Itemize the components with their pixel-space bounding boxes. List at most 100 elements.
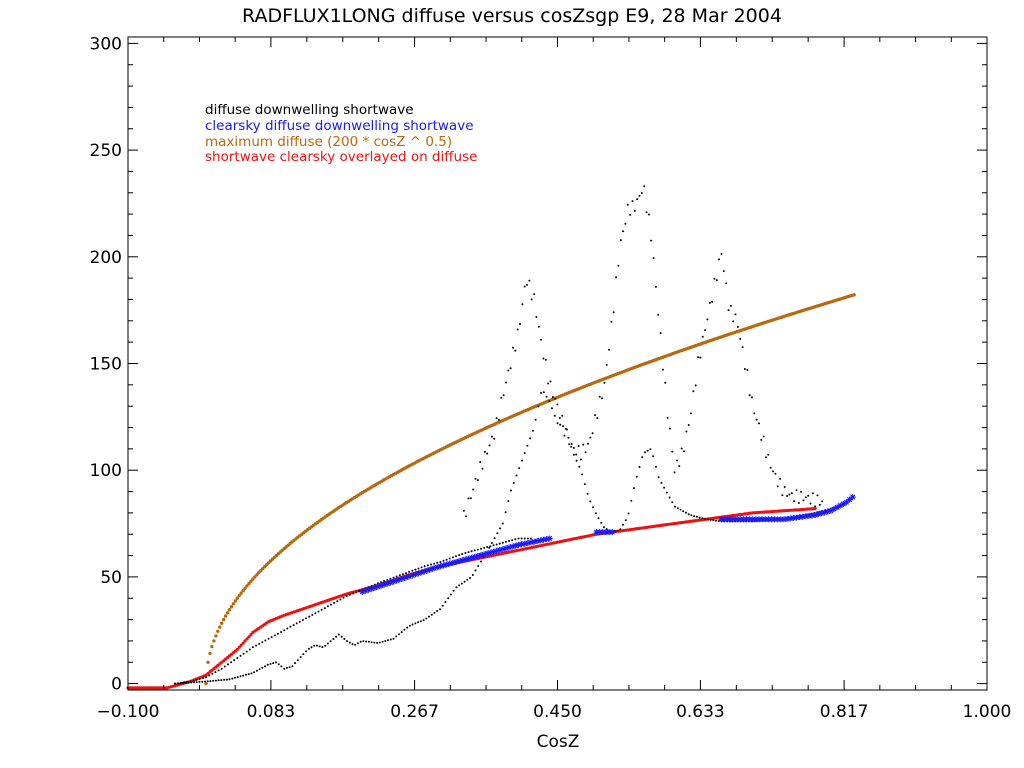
clearsky-point	[481, 551, 488, 558]
diffuse-point	[423, 565, 426, 568]
diffuse-point	[760, 438, 763, 441]
diffuse-point	[439, 561, 442, 563]
diffuse-point	[270, 636, 273, 639]
clearsky-point	[440, 562, 447, 569]
overlay-point	[241, 641, 245, 645]
diffuse-point	[298, 620, 301, 623]
clearsky-point	[780, 516, 787, 523]
diffuse-point	[526, 537, 529, 540]
diffuse-point	[603, 526, 605, 529]
diffuse-point	[695, 515, 698, 518]
y-tick-label: 50	[100, 568, 122, 588]
diffuse-point	[208, 674, 211, 677]
diffuse-point	[587, 442, 589, 445]
diffuse-point	[242, 674, 245, 677]
diffuse-point	[633, 487, 635, 490]
diffuse-point	[398, 633, 400, 636]
x-tick-label: 0.267	[390, 702, 439, 722]
maximum-diffuse-point	[214, 634, 218, 638]
diffuse-point	[704, 329, 707, 332]
diffuse-point	[214, 671, 217, 674]
diffuse-point	[458, 584, 461, 587]
clearsky-point	[840, 500, 847, 507]
diffuse-point	[671, 501, 674, 504]
x-axis-label: CosZ	[537, 732, 580, 752]
diffuse-point	[725, 282, 728, 285]
clearsky-point	[824, 508, 831, 515]
diffuse-point	[682, 510, 685, 513]
diffuse-point	[264, 639, 267, 642]
clearsky-point	[724, 516, 731, 523]
diffuse-point	[515, 474, 518, 477]
diffuse-point	[187, 681, 190, 684]
maximum-diffuse-point	[208, 651, 212, 656]
diffuse-point	[631, 200, 634, 203]
diffuse-point	[781, 494, 784, 497]
diffuse-point	[652, 257, 655, 260]
diffuse-point	[568, 443, 571, 446]
diffuse-point	[505, 381, 507, 384]
diffuse-point	[644, 451, 646, 454]
x-tick-label: −0.100	[97, 702, 160, 722]
diffuse-point	[600, 521, 603, 524]
diffuse-point	[654, 285, 657, 288]
diffuse-point	[481, 467, 484, 470]
diffuse-point	[417, 567, 420, 570]
diffuse-point	[741, 346, 744, 349]
diffuse-point	[811, 492, 814, 495]
diffuse-point	[512, 346, 514, 349]
clearsky-point	[487, 549, 494, 556]
diffuse-point	[818, 503, 821, 506]
clearsky-point	[427, 566, 434, 573]
diffuse-point	[470, 550, 473, 553]
diffuse-point	[285, 666, 288, 669]
diffuse-point	[217, 679, 220, 682]
diffuse-point	[804, 496, 807, 499]
diffuse-point	[332, 638, 335, 640]
clearsky-point	[437, 563, 444, 570]
diffuse-point	[250, 672, 253, 675]
clearsky-point	[609, 529, 616, 536]
clearsky-point	[378, 582, 385, 589]
diffuse-point	[280, 665, 283, 668]
clearsky-point	[805, 512, 812, 519]
maximum-diffuse-point	[231, 602, 236, 606]
clearsky-point	[456, 558, 463, 565]
diffuse-point	[572, 446, 575, 449]
diffuse-point	[195, 681, 198, 684]
diffuse-point	[807, 494, 810, 497]
diffuse-point	[608, 348, 610, 351]
clearsky-point	[462, 556, 469, 563]
diffuse-point	[537, 325, 540, 328]
clearsky-point	[359, 588, 366, 595]
clearsky-point	[743, 516, 750, 523]
diffuse-point	[314, 612, 317, 615]
diffuse-point	[392, 637, 395, 640]
diffuse-point	[718, 258, 721, 261]
diffuse-point	[518, 467, 521, 470]
diffuse-point	[190, 681, 193, 684]
overlay-point	[249, 632, 253, 637]
diffuse-point	[483, 450, 486, 453]
diffuse-point	[342, 596, 345, 599]
clearsky-point	[484, 550, 491, 557]
clearsky-point	[446, 560, 453, 567]
x-tick-label: 0.450	[533, 702, 582, 722]
clearsky-point	[390, 578, 397, 585]
diffuse-point	[486, 452, 489, 455]
diffuse-point	[486, 546, 489, 548]
x-tick-label: 0.633	[676, 702, 725, 722]
diffuse-point	[408, 624, 411, 627]
diffuse-point	[533, 293, 536, 296]
diffuse-point	[659, 332, 662, 335]
diffuse-point	[465, 515, 468, 518]
diffuse-point	[542, 357, 545, 360]
diffuse-point	[630, 499, 633, 502]
diffuse-point	[615, 276, 618, 279]
diffuse-point	[223, 665, 226, 668]
diffuse-point	[460, 582, 463, 585]
diffuse-point	[195, 678, 198, 681]
diffuse-point	[422, 619, 425, 622]
diffuse-point	[650, 239, 653, 242]
